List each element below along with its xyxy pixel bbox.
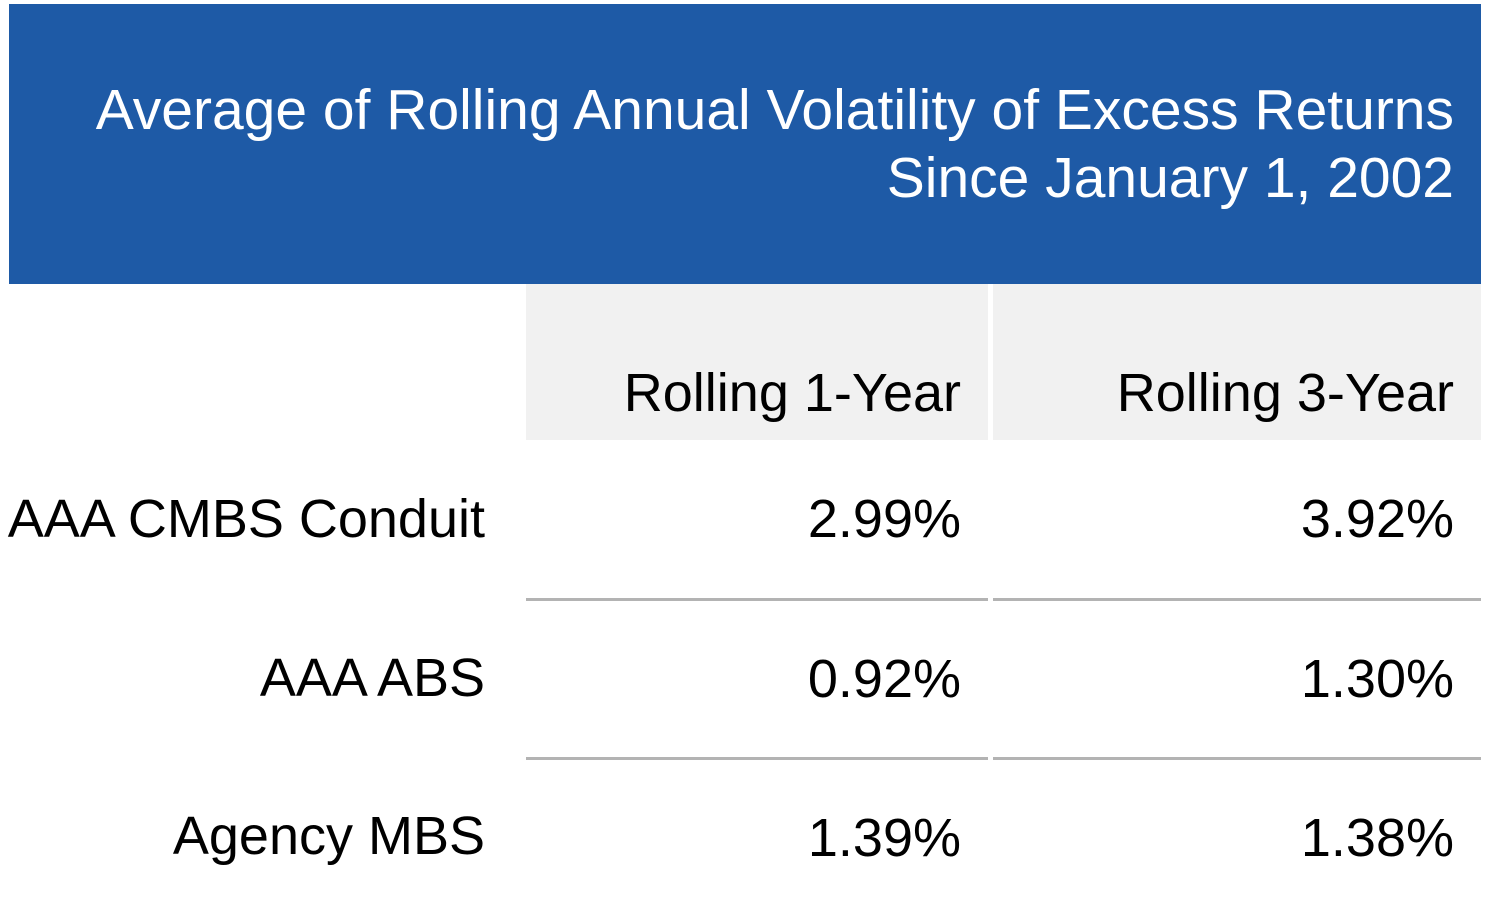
column-header-rolling-3-year: Rolling 3-Year [993, 284, 1481, 440]
column-gap-spacer [988, 440, 993, 598]
column-gap-spacer [988, 598, 993, 757]
value-cell: 3.92% [993, 440, 1481, 598]
row-label-agency-mbs: Agency MBS [9, 757, 526, 915]
title-banner: Average of Rolling Annual Volatility of … [9, 4, 1481, 284]
title-line-1: Average of Rolling Annual Volatility of … [95, 78, 1454, 142]
table-corner-cell [9, 284, 526, 440]
value-cell: 0.92% [526, 598, 988, 757]
column-gap-spacer [988, 757, 993, 915]
title-line-2: Since January 1, 2002 [886, 146, 1454, 210]
volatility-table: Rolling 1-Year Rolling 3-Year AAA CMBS C… [8, 284, 1481, 915]
value-cell: 1.38% [993, 757, 1481, 915]
row-label-aaa-abs: AAA ABS [9, 598, 526, 757]
value-cell: 2.99% [526, 440, 988, 598]
row-label-aaa-cmbs-conduit: AAA CMBS Conduit [8, 440, 526, 598]
column-gap-spacer [988, 284, 993, 440]
value-cell: 1.39% [526, 757, 988, 915]
value-cell: 1.30% [993, 598, 1481, 757]
column-header-rolling-1-year: Rolling 1-Year [526, 284, 988, 440]
